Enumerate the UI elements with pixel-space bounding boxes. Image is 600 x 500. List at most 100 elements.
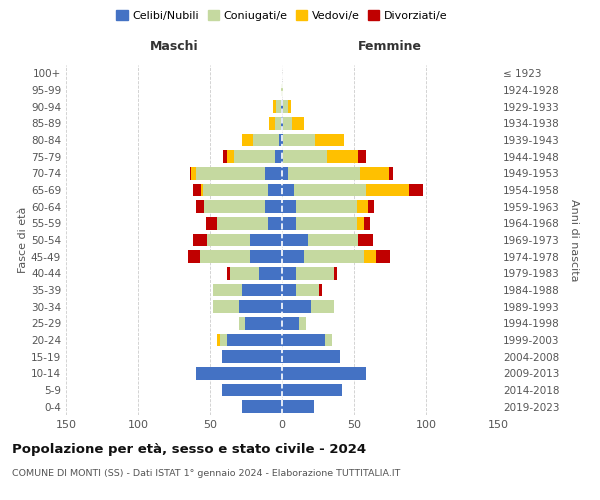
Bar bbox=[193, 234, 207, 246]
Bar bbox=[282, 217, 296, 230]
Bar bbox=[282, 267, 296, 280]
Bar bbox=[275, 150, 282, 163]
Bar bbox=[196, 200, 204, 213]
Bar bbox=[268, 217, 282, 230]
Bar bbox=[239, 300, 282, 313]
Bar bbox=[282, 367, 365, 380]
Bar bbox=[227, 150, 235, 163]
Bar bbox=[319, 284, 322, 296]
Bar bbox=[275, 117, 281, 130]
Bar bbox=[281, 117, 282, 130]
Bar bbox=[230, 267, 259, 280]
Bar bbox=[274, 100, 276, 113]
Bar bbox=[196, 367, 282, 380]
Bar bbox=[282, 400, 314, 413]
Bar bbox=[358, 150, 365, 163]
Bar bbox=[292, 117, 304, 130]
Bar bbox=[334, 267, 337, 280]
Bar bbox=[207, 234, 250, 246]
Bar bbox=[281, 84, 282, 96]
Bar bbox=[282, 184, 293, 196]
Bar bbox=[358, 234, 373, 246]
Bar bbox=[296, 217, 357, 230]
Bar bbox=[282, 284, 296, 296]
Text: COMUNE DI MONTI (SS) - Dati ISTAT 1° gennaio 2024 - Elaborazione TUTTITALIA.IT: COMUNE DI MONTI (SS) - Dati ISTAT 1° gen… bbox=[12, 468, 400, 477]
Bar bbox=[203, 184, 268, 196]
Bar bbox=[250, 234, 282, 246]
Bar bbox=[282, 200, 296, 213]
Bar bbox=[293, 184, 365, 196]
Bar bbox=[188, 250, 200, 263]
Bar bbox=[368, 200, 374, 213]
Bar bbox=[191, 167, 196, 179]
Bar bbox=[265, 167, 282, 179]
Bar bbox=[283, 100, 288, 113]
Bar bbox=[326, 150, 358, 163]
Bar bbox=[282, 150, 283, 163]
Bar bbox=[276, 100, 281, 113]
Bar bbox=[282, 100, 283, 113]
Bar bbox=[357, 200, 368, 213]
Bar bbox=[281, 100, 282, 113]
Bar bbox=[304, 250, 364, 263]
Text: Femmine: Femmine bbox=[358, 40, 422, 52]
Bar bbox=[282, 384, 343, 396]
Bar bbox=[220, 334, 227, 346]
Bar bbox=[360, 167, 389, 179]
Bar bbox=[245, 317, 282, 330]
Bar bbox=[202, 184, 203, 196]
Bar bbox=[282, 250, 304, 263]
Bar bbox=[357, 217, 364, 230]
Bar bbox=[299, 317, 307, 330]
Bar bbox=[227, 267, 230, 280]
Bar bbox=[311, 300, 334, 313]
Bar bbox=[242, 400, 282, 413]
Bar bbox=[279, 134, 282, 146]
Text: Maschi: Maschi bbox=[149, 40, 199, 52]
Bar bbox=[409, 184, 423, 196]
Bar bbox=[200, 250, 250, 263]
Bar bbox=[288, 167, 360, 179]
Bar bbox=[259, 267, 282, 280]
Bar bbox=[227, 334, 282, 346]
Bar bbox=[282, 234, 308, 246]
Bar bbox=[389, 167, 393, 179]
Y-axis label: Fasce di età: Fasce di età bbox=[18, 207, 28, 273]
Bar bbox=[193, 184, 202, 196]
Bar bbox=[288, 100, 290, 113]
Legend: Celibi/Nubili, Coniugati/e, Vedovi/e, Divorziati/e: Celibi/Nubili, Coniugati/e, Vedovi/e, Di… bbox=[114, 8, 450, 23]
Bar bbox=[365, 184, 409, 196]
Bar bbox=[196, 167, 265, 179]
Bar bbox=[221, 350, 282, 363]
Bar bbox=[268, 184, 282, 196]
Bar bbox=[283, 117, 292, 130]
Bar bbox=[217, 334, 220, 346]
Bar bbox=[190, 167, 191, 179]
Bar bbox=[253, 134, 279, 146]
Bar bbox=[364, 217, 370, 230]
Bar bbox=[242, 134, 253, 146]
Bar bbox=[282, 300, 311, 313]
Bar bbox=[283, 134, 315, 146]
Bar bbox=[376, 250, 390, 263]
Bar bbox=[282, 134, 283, 146]
Bar bbox=[250, 250, 282, 263]
Bar bbox=[282, 167, 288, 179]
Bar bbox=[296, 284, 319, 296]
Text: Popolazione per età, sesso e stato civile - 2024: Popolazione per età, sesso e stato civil… bbox=[12, 442, 366, 456]
Bar bbox=[223, 150, 227, 163]
Bar bbox=[364, 250, 376, 263]
Bar bbox=[221, 384, 282, 396]
Y-axis label: Anni di nascita: Anni di nascita bbox=[569, 198, 579, 281]
Bar bbox=[265, 200, 282, 213]
Bar bbox=[308, 234, 358, 246]
Bar bbox=[283, 150, 326, 163]
Bar bbox=[282, 350, 340, 363]
Bar bbox=[204, 200, 265, 213]
Bar bbox=[217, 217, 268, 230]
Bar bbox=[296, 267, 334, 280]
Bar bbox=[213, 284, 242, 296]
Bar bbox=[282, 334, 325, 346]
Bar bbox=[296, 200, 357, 213]
Bar bbox=[235, 150, 275, 163]
